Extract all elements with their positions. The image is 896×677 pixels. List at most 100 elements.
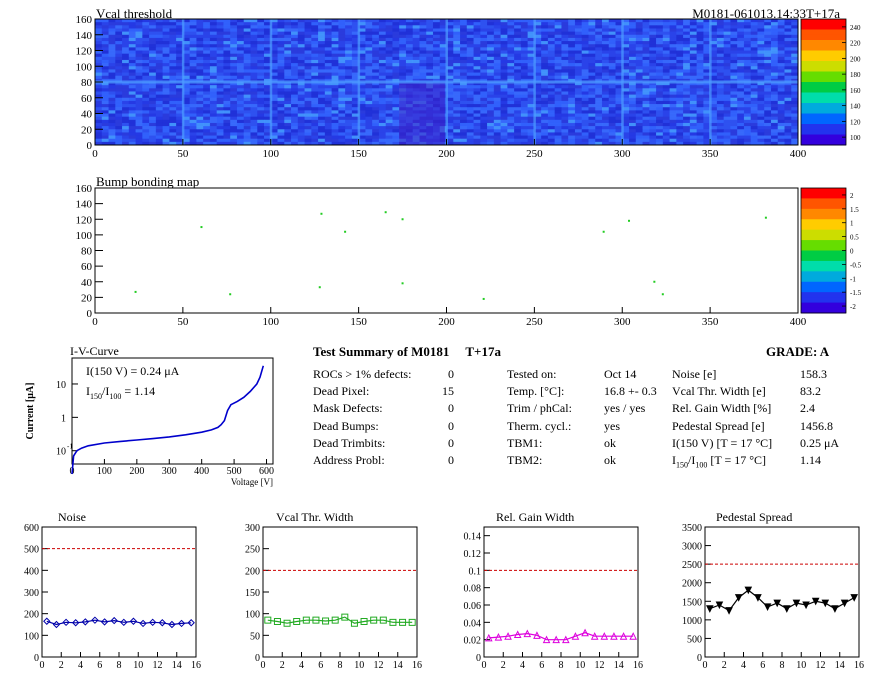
heatmap-cell [507, 69, 515, 73]
heatmap-cell [216, 59, 224, 64]
heatmap-cell [757, 129, 765, 133]
heatmap-cell [142, 75, 150, 80]
heatmap-cell [230, 37, 238, 42]
heatmap-cell [460, 75, 468, 80]
heatmap-cell [250, 41, 258, 45]
heatmap-cell [662, 82, 670, 86]
heatmap-cell [324, 31, 332, 36]
heatmap-cell [466, 97, 474, 102]
heatmap-cell [581, 88, 589, 92]
heatmap-cell [324, 91, 332, 95]
heatmap-cell [291, 19, 299, 23]
heatmap-cell [196, 88, 204, 92]
heatmap-cell [182, 138, 190, 143]
heatmap-cell [662, 34, 670, 39]
heatmap-cell [770, 132, 779, 136]
heatmap-cell [615, 47, 623, 51]
heatmap-cell [196, 44, 204, 48]
heatmap-cell [601, 72, 610, 76]
heatmap-cell [95, 97, 103, 102]
heatmap-cell [622, 107, 630, 111]
heatmap-cell [520, 44, 528, 48]
chart-vcal-thr-width-xtick-label: 10 [354, 660, 364, 671]
heatmap-cell [399, 53, 407, 58]
heatmap-cell [608, 47, 616, 51]
heatmap-cell [155, 44, 163, 48]
heatmap-cell [764, 56, 772, 61]
heatmap-cell [487, 119, 495, 124]
heatmap-cell [770, 28, 779, 32]
heatmap-cell [331, 44, 339, 48]
heatmap-cell [588, 129, 596, 133]
heatmap-cell [101, 69, 109, 73]
heatmap-cell [304, 41, 312, 45]
heatmap-cell [615, 44, 623, 48]
heatmap-cell [446, 28, 454, 32]
heatmap-cell [493, 59, 501, 64]
heatmap-cell [723, 122, 731, 127]
heatmap-cell [710, 41, 718, 45]
heatmap-cell [223, 104, 231, 108]
heatmap-cell [791, 94, 799, 99]
heatmap-cell [716, 59, 724, 64]
heatmap-cell [642, 132, 650, 136]
heatmap-cell [169, 107, 177, 111]
summary-value: 2.4 [800, 401, 815, 416]
heatmap-cell [520, 85, 528, 89]
heatmap-cell [196, 119, 204, 124]
heatmap-cell [419, 31, 427, 36]
heatmap-cell [662, 25, 670, 29]
heatmap-cell [243, 132, 251, 136]
heatmap-cell [331, 69, 339, 73]
heatmap-cell [243, 59, 251, 64]
heatmap-cell [284, 47, 292, 51]
chart-vcal-thr-width-point [341, 613, 349, 621]
heatmap-cell [629, 25, 637, 29]
heatmap-cell [757, 72, 765, 76]
heatmap-cell [723, 59, 731, 64]
heatmap-cell [473, 44, 481, 48]
bump-map-point [482, 297, 485, 300]
heatmap-cell [277, 28, 285, 32]
heatmap-cell [453, 34, 461, 39]
heatmap-cell [372, 132, 380, 136]
heatmap-cell [277, 75, 285, 80]
heatmap-cell [230, 25, 238, 29]
heatmap-cell [601, 119, 610, 124]
heatmap-cell [676, 59, 684, 64]
heatmap-cell [689, 75, 697, 80]
heatmap-cell [297, 113, 305, 117]
bump-map-palette-band [801, 203, 846, 210]
heatmap-cell [291, 34, 299, 39]
heatmap-cell [757, 119, 765, 124]
chart-pedestal-spread-ytick-label: 2500 [682, 560, 702, 571]
heatmap-cell [270, 19, 278, 23]
bump-map-point [661, 293, 664, 296]
heatmap-cell [236, 63, 245, 67]
heatmap-cell [568, 72, 576, 76]
heatmap-cell [608, 63, 616, 67]
heatmap-cell [196, 94, 204, 99]
heatmap-cell [155, 25, 163, 29]
heatmap-cell [128, 110, 136, 114]
heatmap-cell [615, 94, 623, 99]
summary-value: 0 [448, 367, 454, 381]
heatmap-cell [656, 119, 664, 124]
heatmap-cell [574, 82, 582, 86]
heatmap-cell [142, 110, 150, 114]
heatmap-cell [101, 132, 109, 136]
heatmap-cell [182, 19, 190, 23]
heatmap-cell [176, 19, 184, 23]
heatmap-cell [764, 53, 772, 58]
heatmap-cell [703, 104, 711, 108]
heatmap-cell [656, 53, 664, 58]
heatmap-cell [574, 88, 582, 92]
heatmap-palette-frame [800, 18, 847, 146]
heatmap-cell [378, 69, 386, 73]
heatmap-cell [547, 59, 555, 64]
heatmap-cell [520, 113, 528, 117]
heatmap-cell [716, 56, 724, 61]
heatmap-cell [669, 63, 677, 67]
heatmap-cell [453, 132, 461, 136]
heatmap-cell [500, 59, 508, 64]
